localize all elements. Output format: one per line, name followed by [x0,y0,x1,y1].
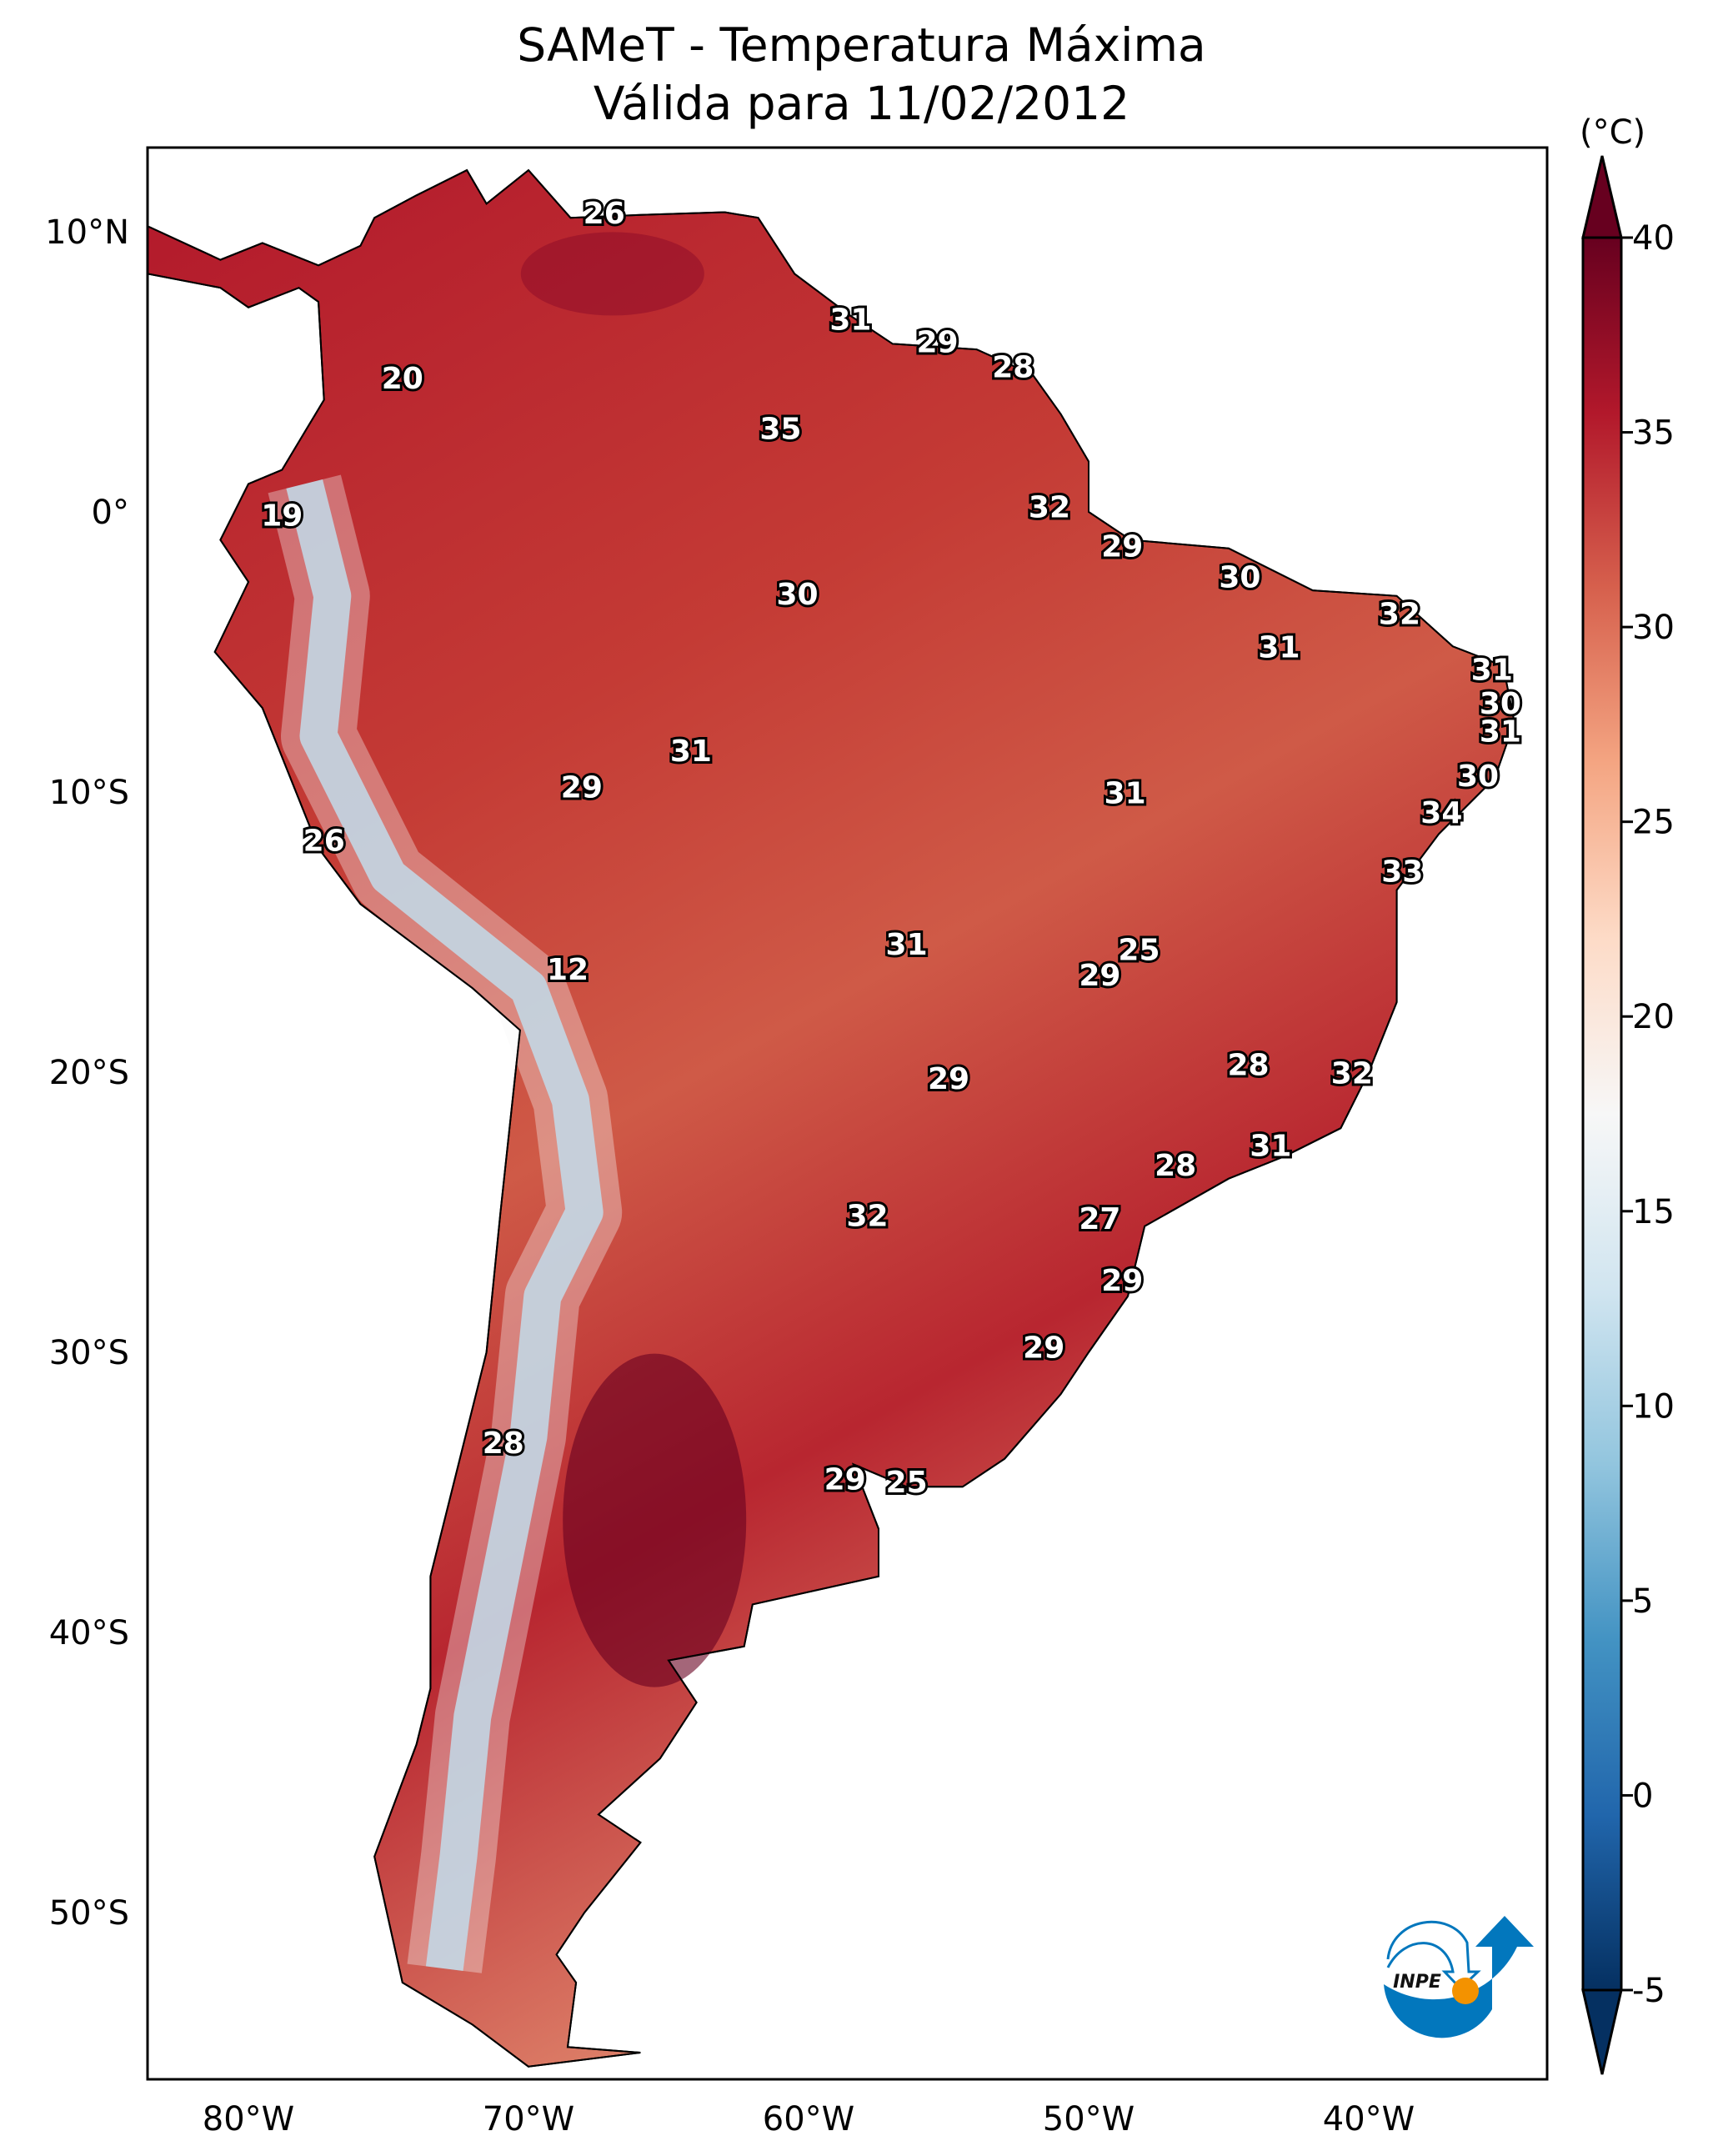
inpe-logo: INPE [1384,1916,1534,2038]
colorbar-tick-label: 10 [1632,1387,1675,1426]
temperature-label: 20 [382,362,423,396]
colorbar-tick-label: 20 [1632,998,1675,1036]
temperature-label: 25 [1118,934,1160,968]
temperature-label: 26 [303,824,345,858]
temperature-label: 29 [1101,530,1143,564]
axis-ticks: 80°W 70°W 60°W 50°W 40°W 10°N 0° 10°S 20°S 30°S 40… [45,213,1415,2138]
colorbar-tick-label: 25 [1632,804,1675,842]
temperature-label: 31 [1480,714,1521,749]
temperature-label: 28 [1155,1149,1196,1183]
colorbar-tick-label: 15 [1632,1193,1675,1231]
temperature-label: 30 [1480,687,1521,721]
lon-tick-label: 80°W [203,2100,294,2138]
map-title: SAMeT - Temperatura Máxima [517,18,1206,72]
temperature-label: 28 [483,1426,524,1461]
lat-tick-label: 40°S [49,1614,129,1652]
temperature-label: 26 [584,197,625,231]
temperature-label: 27 [1079,1202,1120,1236]
logo-arrow-icon [1384,1916,1534,2038]
temperature-label: 29 [1079,959,1120,993]
temperature-label: 30 [1457,760,1499,794]
temperature-label: 34 [1420,796,1462,830]
map-frame [146,146,1549,2081]
temperature-label: 31 [1471,654,1513,688]
colorbar-tick-label: 0 [1632,1777,1653,1815]
lat-tick-label: 50°S [49,1894,129,1933]
colorbar-scale [1581,236,1623,1992]
hot-region [563,1353,747,1687]
temperature-label: 28 [1227,1048,1269,1082]
temperature-label: 29 [561,771,603,805]
temperature-label: 31 [670,735,712,769]
colorbar: 40 35 30 25 20 15 10 5 0 -5 (°C) [1580,113,1675,2075]
temperature-label: 31 [886,928,928,962]
logo-sun-icon [1452,1978,1479,2004]
lat-tick-label: 10°S [49,774,129,812]
temperature-label: 35 [759,413,801,447]
lon-tick-label: 40°W [1323,2100,1415,2138]
temperature-label: 29 [917,325,959,359]
map-area [148,168,1515,2068]
temperature-label: 32 [1379,597,1420,631]
temperature-label: 25 [886,1466,928,1500]
temperature-label: 31 [829,303,871,338]
temperature-label: 30 [1219,561,1260,595]
temperature-label: 30 [777,578,819,612]
lon-tick-label: 50°W [1043,2100,1134,2138]
colorbar-tick-label: 35 [1632,414,1675,453]
temperature-label: 31 [1258,631,1300,665]
colorbar-tick-label: 5 [1632,1582,1653,1621]
temperature-label: 28 [992,351,1034,385]
temperature-label: 31 [1104,776,1146,810]
lon-tick-label: 70°W [483,2100,574,2138]
colorbar-tick-label: 30 [1632,609,1675,647]
colorbar-max-extension [1581,155,1623,239]
temperature-label: 31 [1250,1130,1291,1164]
andes-cool-region [286,479,604,1971]
colorbar-unit-label: (°C) [1580,113,1645,152]
temperature-label: 29 [928,1062,969,1096]
temperature-label: 32 [1331,1056,1373,1091]
lat-tick-label: 0° [92,494,129,532]
temperature-label: 29 [1101,1264,1143,1298]
temperature-label: 32 [847,1200,889,1234]
temperature-label: 29 [824,1463,866,1497]
lon-tick-label: 60°W [763,2100,854,2138]
temperature-label: 32 [1029,491,1070,525]
logo-text: INPE [1393,1972,1441,1993]
lat-tick-label: 30°S [49,1334,129,1372]
temperature-label: 29 [1023,1331,1064,1366]
temperature-label: 12 [547,953,589,987]
temperature-label: 19 [261,499,303,534]
south-america-land [148,168,1515,2068]
temperature-label: 33 [1381,855,1423,889]
colorbar-tick-label: 40 [1632,219,1675,258]
lat-tick-label: 20°S [49,1054,129,1092]
map-subtitle: Válida para 11/02/2012 [593,77,1130,130]
colorbar-tick-label: -5 [1632,1972,1665,2010]
lat-tick-label: 10°N [45,213,129,252]
colorbar-min-extension [1581,1988,1623,2075]
